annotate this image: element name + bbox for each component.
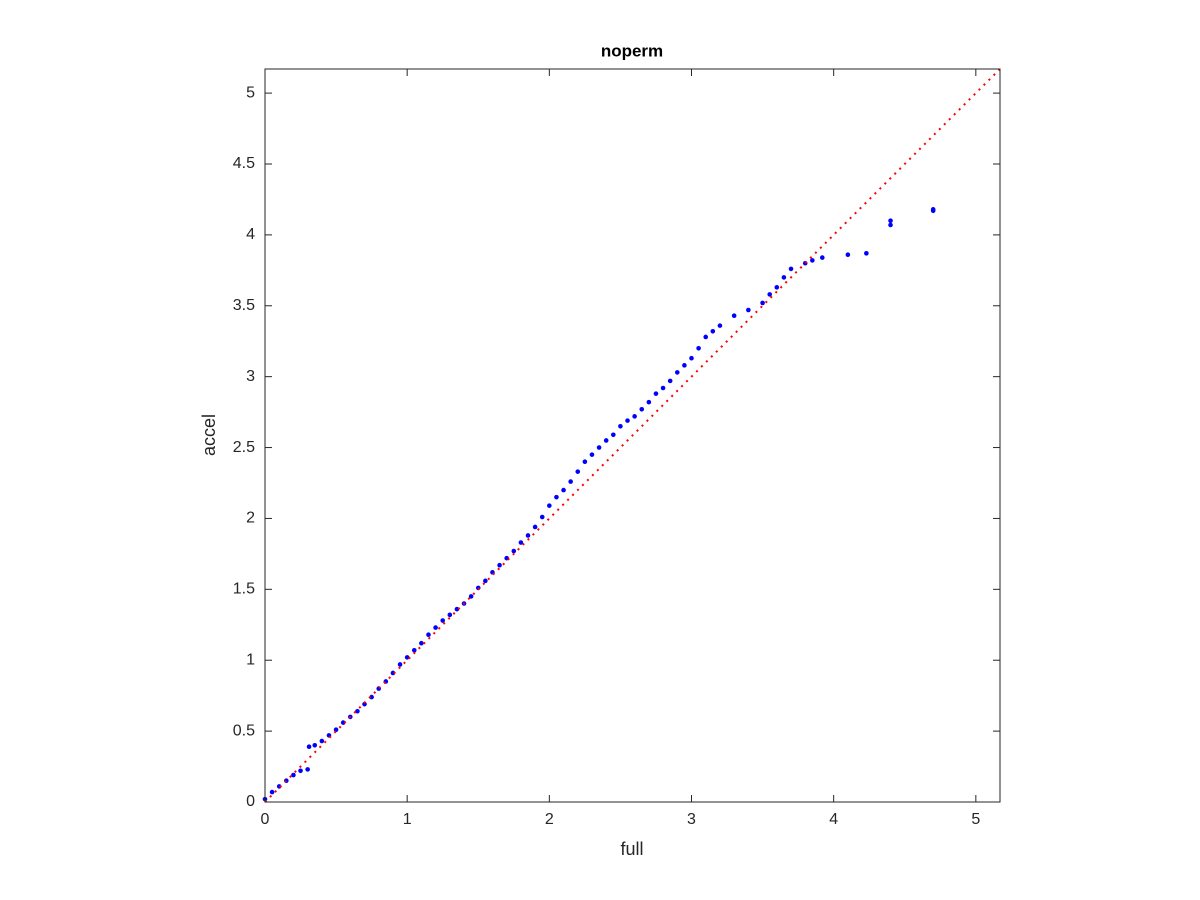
point (547, 503, 552, 508)
x-axis-label: full (620, 839, 643, 859)
point (333, 727, 339, 732)
point (767, 292, 772, 297)
point (603, 438, 609, 443)
point (340, 720, 346, 725)
point (646, 399, 652, 405)
point (561, 487, 566, 493)
point (760, 300, 765, 306)
point (696, 346, 701, 351)
point (660, 385, 666, 391)
point (731, 313, 737, 318)
point (497, 562, 502, 568)
point (639, 406, 645, 412)
point (710, 328, 716, 334)
point (802, 260, 808, 266)
point (575, 469, 581, 474)
point (483, 578, 488, 584)
point (596, 445, 602, 450)
point (589, 452, 595, 457)
point (284, 778, 289, 784)
point (781, 275, 787, 280)
point (269, 789, 275, 795)
y-tick-label: 5 (246, 84, 255, 101)
point (774, 285, 780, 290)
point (532, 524, 538, 530)
point (582, 459, 588, 465)
point (369, 694, 374, 700)
point (819, 255, 825, 260)
point (667, 378, 673, 384)
point (568, 479, 573, 484)
point (525, 533, 531, 538)
point (554, 494, 559, 500)
point (440, 618, 446, 623)
point (625, 418, 630, 423)
point (468, 594, 474, 599)
y-tick-label: 0.5 (233, 722, 255, 739)
point (888, 222, 893, 228)
y-tick-label: 3 (246, 368, 255, 385)
point (306, 744, 312, 750)
point (689, 355, 694, 361)
point (362, 701, 367, 707)
point (518, 540, 524, 545)
plot-frame (264, 68, 1001, 803)
point (746, 307, 751, 313)
chart-title: noperm (601, 41, 663, 60)
point (788, 266, 794, 272)
point (888, 218, 893, 224)
point (653, 391, 659, 396)
point (433, 625, 438, 630)
x-tick-label: 0 (261, 811, 270, 828)
point (703, 334, 709, 340)
point (291, 772, 296, 778)
point (319, 738, 325, 744)
point (511, 548, 517, 554)
x-tick-label: 3 (687, 811, 696, 828)
point (454, 606, 460, 612)
point (426, 632, 431, 638)
y-tick-label: 3.5 (233, 297, 255, 314)
point (404, 655, 410, 660)
point (632, 414, 637, 419)
point (674, 370, 680, 375)
point (355, 708, 360, 714)
point (397, 662, 403, 667)
point (419, 640, 424, 646)
point (447, 612, 453, 618)
y-tick-label: 4 (246, 226, 255, 243)
point (618, 423, 623, 429)
y-axis-label: accel (199, 414, 219, 456)
point (312, 742, 318, 748)
x-tick-label: 1 (403, 811, 412, 828)
point (717, 323, 723, 328)
point (611, 432, 616, 438)
y-tick-label: 1.5 (233, 581, 255, 598)
point (864, 251, 869, 256)
point (539, 514, 545, 520)
x-tick-label: 5 (971, 811, 980, 828)
x-tick-label: 2 (545, 811, 554, 828)
point (298, 768, 303, 774)
point (930, 207, 936, 212)
point (810, 258, 815, 263)
point (305, 767, 310, 772)
point (845, 252, 851, 258)
y-tick-label: 1 (246, 651, 255, 668)
point (682, 363, 687, 368)
point (411, 647, 417, 653)
point (390, 670, 396, 676)
y-tick-label: 2 (246, 510, 255, 527)
reference-line (264, 68, 1001, 803)
y-tick-label: 4.5 (233, 155, 255, 172)
x-tick-label: 4 (829, 811, 838, 828)
y-tick-label: 0 (246, 793, 255, 810)
y-tick-label: 2.5 (233, 439, 255, 456)
